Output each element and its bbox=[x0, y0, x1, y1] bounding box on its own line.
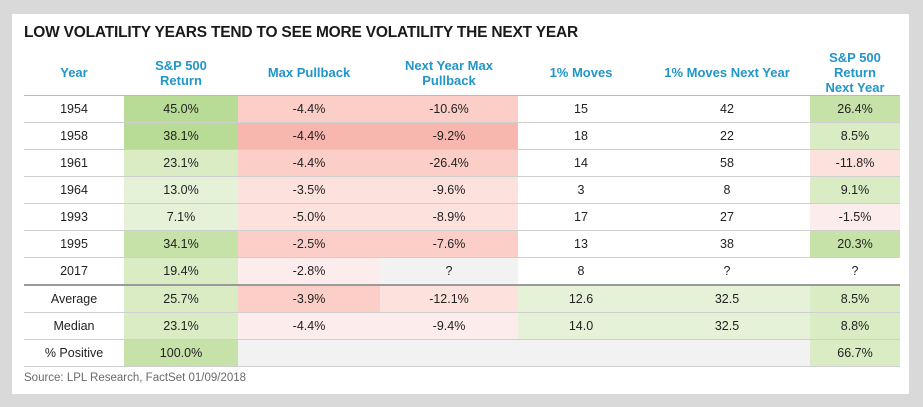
table-cell: 13.0% bbox=[124, 176, 238, 204]
table-cell: 9.1% bbox=[810, 176, 900, 204]
table-cell: 58 bbox=[644, 149, 810, 177]
table-cell bbox=[644, 339, 810, 367]
table-cell: 8.8% bbox=[810, 312, 900, 340]
table-cell: 45.0% bbox=[124, 95, 238, 123]
table-cell: % Positive bbox=[24, 339, 124, 367]
table-row: 1961 23.1% -4.4% -26.4% 14 58 -11.8% bbox=[24, 149, 900, 177]
table-cell: -4.4% bbox=[238, 122, 380, 150]
table-cell: 19.4% bbox=[124, 257, 238, 286]
table-cell: Average bbox=[24, 284, 124, 313]
table-cell: 27 bbox=[644, 203, 810, 231]
table-cell: 38 bbox=[644, 230, 810, 258]
header-1pct-moves: 1% Moves bbox=[518, 50, 644, 96]
table-cell: 8.5% bbox=[810, 284, 900, 313]
table-cell: -5.0% bbox=[238, 203, 380, 231]
table-cell: 2017 bbox=[24, 257, 124, 286]
summary-row-median: Median 23.1% -4.4% -9.4% 14.0 32.5 8.8% bbox=[24, 312, 900, 340]
table-cell: 3 bbox=[518, 176, 644, 204]
table-cell: 13 bbox=[518, 230, 644, 258]
table-cell: 42 bbox=[644, 95, 810, 123]
header-sp500-return: S&P 500 Return bbox=[124, 50, 238, 96]
data-table: Year S&P 500 Return Max Pullback Next Yea… bbox=[24, 50, 900, 367]
table-cell: 14.0 bbox=[518, 312, 644, 340]
table-cell: 1993 bbox=[24, 203, 124, 231]
summary-row-average: Average 25.7% -3.9% -12.1% 12.6 32.5 8.5… bbox=[24, 284, 900, 313]
table-cell: -9.2% bbox=[380, 122, 518, 150]
table-cell bbox=[238, 339, 380, 367]
table-cell: ? bbox=[810, 257, 900, 286]
table-cell: 23.1% bbox=[124, 312, 238, 340]
table-cell: 22 bbox=[644, 122, 810, 150]
table-cell: 25.7% bbox=[124, 284, 238, 313]
table-cell: -3.9% bbox=[238, 284, 380, 313]
table-cell bbox=[380, 339, 518, 367]
table-cell: -4.4% bbox=[238, 95, 380, 123]
table-cell: -9.6% bbox=[380, 176, 518, 204]
table-cell: 66.7% bbox=[810, 339, 900, 367]
table-cell: Median bbox=[24, 312, 124, 340]
table-row: 1995 34.1% -2.5% -7.6% 13 38 20.3% bbox=[24, 230, 900, 258]
table-cell: 26.4% bbox=[810, 95, 900, 123]
table-cell: -10.6% bbox=[380, 95, 518, 123]
table-cell: -26.4% bbox=[380, 149, 518, 177]
table-row: 1993 7.1% -5.0% -8.9% 17 27 -1.5% bbox=[24, 203, 900, 231]
table-cell: -3.5% bbox=[238, 176, 380, 204]
table-cell: -4.4% bbox=[238, 149, 380, 177]
header-sp500-return-next-year: S&P 500 Return Next Year bbox=[810, 50, 900, 96]
table-cell: -11.8% bbox=[810, 149, 900, 177]
table-cell: 100.0% bbox=[124, 339, 238, 367]
summary-row-percent-positive: % Positive 100.0% 66.7% bbox=[24, 339, 900, 367]
table-cell: 23.1% bbox=[124, 149, 238, 177]
table-cell: -4.4% bbox=[238, 312, 380, 340]
table-cell: 32.5 bbox=[644, 312, 810, 340]
table-row: 1954 45.0% -4.4% -10.6% 15 42 26.4% bbox=[24, 95, 900, 123]
table-cell: 18 bbox=[518, 122, 644, 150]
table-cell: 1961 bbox=[24, 149, 124, 177]
table-cell: -2.8% bbox=[238, 257, 380, 286]
table-cell: 20.3% bbox=[810, 230, 900, 258]
header-row: Year S&P 500 Return Max Pullback Next Yea… bbox=[24, 50, 900, 96]
table-cell: 17 bbox=[518, 203, 644, 231]
table-cell: 12.6 bbox=[518, 284, 644, 313]
table-cell: 8 bbox=[518, 257, 644, 286]
chart-title: LOW VOLATILITY YEARS TEND TO SEE MORE VO… bbox=[24, 24, 578, 41]
table-cell: 38.1% bbox=[124, 122, 238, 150]
chart-card: LOW VOLATILITY YEARS TEND TO SEE MORE VO… bbox=[12, 14, 909, 394]
table-cell: 14 bbox=[518, 149, 644, 177]
table-row: 1964 13.0% -3.5% -9.6% 3 8 9.1% bbox=[24, 176, 900, 204]
table-cell: 34.1% bbox=[124, 230, 238, 258]
header-1pct-moves-next-year: 1% Moves Next Year bbox=[644, 50, 810, 96]
table-cell: 1958 bbox=[24, 122, 124, 150]
table-cell: -8.9% bbox=[380, 203, 518, 231]
table-cell: -9.4% bbox=[380, 312, 518, 340]
table-cell: 1954 bbox=[24, 95, 124, 123]
table-cell: -2.5% bbox=[238, 230, 380, 258]
table-cell: 7.1% bbox=[124, 203, 238, 231]
table-cell: 1964 bbox=[24, 176, 124, 204]
table-cell: 1995 bbox=[24, 230, 124, 258]
table-row: 2017 19.4% -2.8% ? 8 ? ? bbox=[24, 257, 900, 286]
table-cell: 32.5 bbox=[644, 284, 810, 313]
source-note: Source: LPL Research, FactSet 01/09/2018 bbox=[24, 372, 247, 384]
header-year: Year bbox=[24, 50, 124, 96]
table-cell: 8 bbox=[644, 176, 810, 204]
header-next-year-max-pullback: Next Year Max Pullback bbox=[380, 50, 518, 96]
table-cell: ? bbox=[644, 257, 810, 286]
header-max-pullback: Max Pullback bbox=[238, 50, 380, 96]
table-cell: ? bbox=[380, 257, 518, 286]
table-cell: -12.1% bbox=[380, 284, 518, 313]
table-cell: -1.5% bbox=[810, 203, 900, 231]
table-cell: -7.6% bbox=[380, 230, 518, 258]
table-cell: 15 bbox=[518, 95, 644, 123]
table-cell: 8.5% bbox=[810, 122, 900, 150]
table-row: 1958 38.1% -4.4% -9.2% 18 22 8.5% bbox=[24, 122, 900, 150]
table-cell bbox=[518, 339, 644, 367]
